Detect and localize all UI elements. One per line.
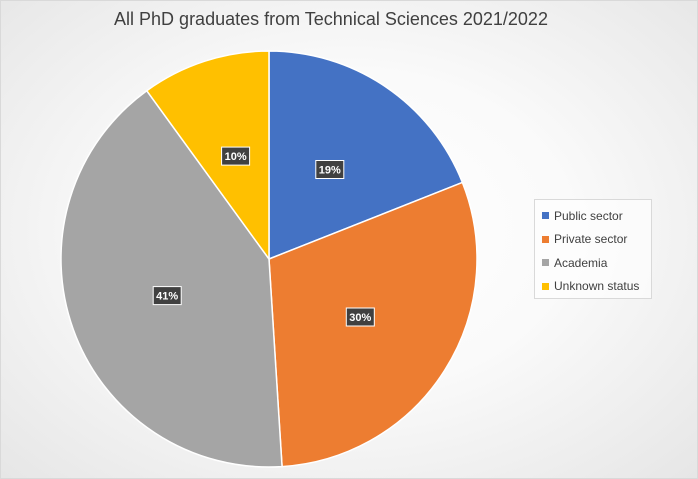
data-label-public-sector: 19%	[315, 160, 345, 179]
data-label-text: 30%	[349, 312, 371, 324]
chart-legend: Public sector Private sector Academia Unkno…	[534, 199, 652, 299]
data-label-box	[345, 307, 375, 327]
pie-slice-public-sector	[268, 50, 464, 261]
legend-label: Unknown status	[554, 279, 640, 294]
data-label-box	[152, 286, 182, 306]
legend-item-academia: Academia	[542, 251, 651, 275]
data-label-text: 19%	[319, 165, 341, 177]
legend-swatch	[542, 212, 549, 220]
legend-item-public-sector: Public sector	[542, 204, 651, 228]
pie-slice-unknown-status	[145, 50, 270, 262]
legend-label: Private sector	[554, 232, 628, 247]
pie-slice-academia	[60, 89, 283, 468]
legend-item-private-sector: Private sector	[542, 228, 651, 252]
legend-item-unknown-status: Unknown status	[542, 275, 651, 299]
data-label-text: 41%	[156, 291, 178, 303]
data-label-box	[315, 160, 345, 179]
legend-swatch	[542, 259, 549, 267]
data-label-unknown-status: 10%	[221, 146, 251, 166]
legend-swatch	[542, 235, 549, 243]
legend-label: Academia	[554, 255, 608, 270]
data-label-academia: 41%	[152, 286, 182, 306]
data-label-box	[221, 146, 251, 166]
legend-swatch	[542, 282, 549, 290]
legend-label: Public sector	[554, 208, 623, 223]
data-label-private-sector: 30%	[345, 307, 375, 327]
data-label-text: 10%	[225, 151, 247, 163]
chart-title: All PhD graduates from Technical Science…	[114, 9, 548, 29]
